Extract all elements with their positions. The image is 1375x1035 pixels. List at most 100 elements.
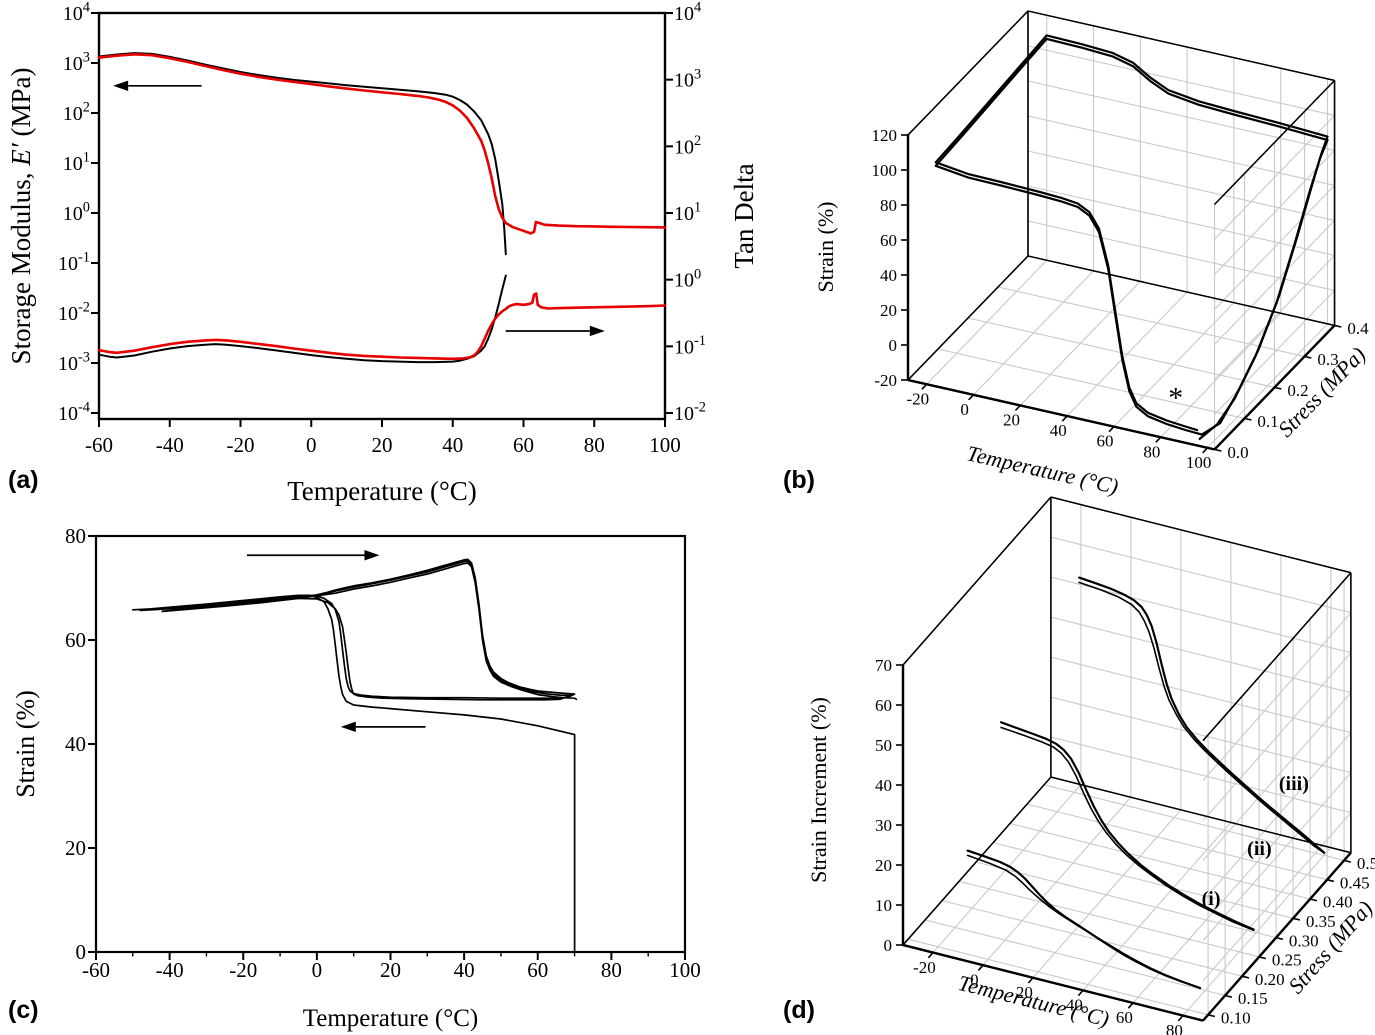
x-tick-label: 40: [1050, 421, 1067, 440]
x-axis-title: Temperature (°C): [287, 476, 477, 506]
log-tick-label: 104: [674, 0, 701, 25]
series-increment-iii-0.50MPa-out: [1077, 576, 1326, 854]
panel-c-arrows: [246, 550, 426, 733]
log-tick-label: 10-2: [58, 300, 90, 325]
log-tick-label: 10-2: [674, 400, 706, 425]
z-tick-label: 0: [884, 936, 893, 955]
panel-a: -60 -40 -20 0 20 40 60 80 100 104 103 102 101 100 10-1…: [6, 0, 759, 506]
log-tick-label: 100: [674, 266, 701, 291]
panel-c-axes: -60 -40 -20 0 20 40 60 80 100 0 20 40 60 80: [65, 524, 701, 982]
series-storage-modulus-cycle1: [98, 52, 507, 256]
x-tick-label: -20: [227, 433, 255, 457]
x-tick-label: 20: [372, 433, 393, 457]
z-tick-label: 10: [875, 896, 892, 915]
log-tick-label: 104: [63, 0, 90, 25]
x-tick-label: -40: [156, 433, 184, 457]
panel-d-box-edges: [901, 496, 1352, 1022]
annotation-(ii): (ii): [1247, 838, 1271, 860]
panel-label-a: (a): [8, 466, 39, 494]
x-tick-label: 40: [454, 958, 475, 982]
x-tick-label: 100: [649, 433, 681, 457]
y-tick-label: 0.2: [1287, 381, 1308, 400]
log-tick-label: 103: [63, 50, 90, 75]
z-tick-label: 20: [875, 856, 892, 875]
y-tick-label: 0.40: [1323, 893, 1353, 912]
z-tick-label: -20: [874, 371, 897, 390]
z-axis-title: Strain (%): [813, 201, 838, 292]
x-tick-label: 100: [669, 958, 701, 982]
x-tick-label: -20: [229, 958, 257, 982]
y-tick-label: 0.25: [1272, 951, 1302, 970]
y-tick-label: 0.15: [1238, 989, 1268, 1008]
x-tick-label: -60: [85, 433, 113, 457]
z-tick-label: 60: [880, 231, 897, 250]
log-tick-label: 10-1: [58, 250, 90, 275]
panel-d-annotations: (i) (ii) (iii): [1202, 773, 1309, 910]
log-tick-label: 10-4: [58, 400, 90, 425]
x-tick-label: 0: [960, 400, 969, 419]
x-tick-label: 0: [312, 958, 323, 982]
y-tick-label: 0.30: [1289, 931, 1319, 950]
x-axis-title: Temperature (°C): [956, 970, 1112, 1032]
series-increment-iii-0.50MPa-return: [1078, 581, 1325, 854]
log-tick-label: 102: [63, 100, 90, 125]
x-tick-label: -20: [907, 389, 930, 408]
panel-label-c: (c): [8, 996, 39, 1024]
arrow-head: [340, 721, 356, 733]
x-tick-label: 40: [1066, 996, 1083, 1015]
x-tick-label: 20: [380, 958, 401, 982]
x-tick-label: 20: [1003, 410, 1020, 429]
series-storage-modulus-cycle2: [97, 52, 667, 235]
annotation-*: *: [1168, 382, 1183, 415]
x-tick-label: -20: [913, 958, 936, 977]
panel-b-series: [934, 34, 1329, 440]
log-tick-label: 100: [63, 200, 90, 225]
y-axis-title: Strain (%): [11, 690, 40, 798]
x-tick-label: -60: [82, 958, 110, 982]
y-tick-label: 0.4: [1347, 319, 1369, 338]
y-tick-label: 0.45: [1340, 873, 1370, 892]
series-tan-delta-cycle1: [98, 274, 507, 364]
x-axis-title: Temperature (°C): [303, 1005, 479, 1032]
series-increment-ii-0.30MPa-out: [999, 721, 1255, 931]
log-tick-label: 101: [63, 150, 90, 175]
x-tick-label: 60: [1097, 432, 1114, 451]
panel-d-ticks: -20 0 20 40 60 80 0.100.150.200.250.300.350.40…: [875, 656, 1375, 1035]
x-tick-label: 60: [1116, 1008, 1133, 1027]
panel-b-grid: [907, 10, 1336, 450]
x-tick-label: 100: [1186, 453, 1212, 472]
x-tick-label: 80: [601, 958, 622, 982]
y-tick-label: 0.35: [1306, 912, 1336, 931]
x-tick-label: 40: [442, 433, 463, 457]
z-tick-label: 40: [875, 776, 892, 795]
annotation-(iii): (iii): [1279, 773, 1309, 795]
plot-frame: [97, 11, 667, 421]
left-axis-title: Storage Modulus, E′ (MPa): [6, 68, 36, 365]
y-tick-label: 0.20: [1255, 970, 1285, 989]
series-tan-delta-cycle2: [97, 292, 667, 361]
z-tick-label: 70: [875, 656, 892, 675]
x-tick-label: 80: [1166, 1021, 1183, 1035]
y-tick-label: 0.50: [1357, 854, 1375, 873]
panel-b-annotations: *: [1168, 382, 1183, 415]
x-tick-label: 60: [527, 958, 548, 982]
y-tick-label: 0.1: [1257, 412, 1278, 431]
z-tick-label: 30: [875, 816, 892, 835]
panel-a-axes: -60 -40 -20 0 20 40 60 80 100 104 103 102 101 100 10-1…: [58, 0, 706, 457]
series-increment-i-0.15MPa-return: [966, 854, 1201, 990]
right-axis-title: Tan Delta: [729, 163, 759, 268]
arrow-head: [113, 80, 129, 91]
panel-b-ticks: -20 0 20 40 60 80 100 0.0 0.1 0.2 0.3 0.4 -20 0 20 40 60…: [872, 126, 1370, 472]
y-tick-label: 80: [65, 524, 86, 548]
y-tick-label: 0.10: [1221, 1009, 1251, 1028]
z-tick-label: 20: [880, 301, 897, 320]
series-increment-ii-0.30MPa-return: [1000, 726, 1255, 932]
y-tick-label: 0.3: [1317, 350, 1338, 369]
x-tick-label: 80: [584, 433, 605, 457]
z-tick-label: 50: [875, 736, 892, 755]
log-tick-label: 101: [674, 200, 701, 225]
log-tick-label: 103: [674, 66, 701, 91]
log-tick-label: 10-3: [58, 350, 90, 375]
